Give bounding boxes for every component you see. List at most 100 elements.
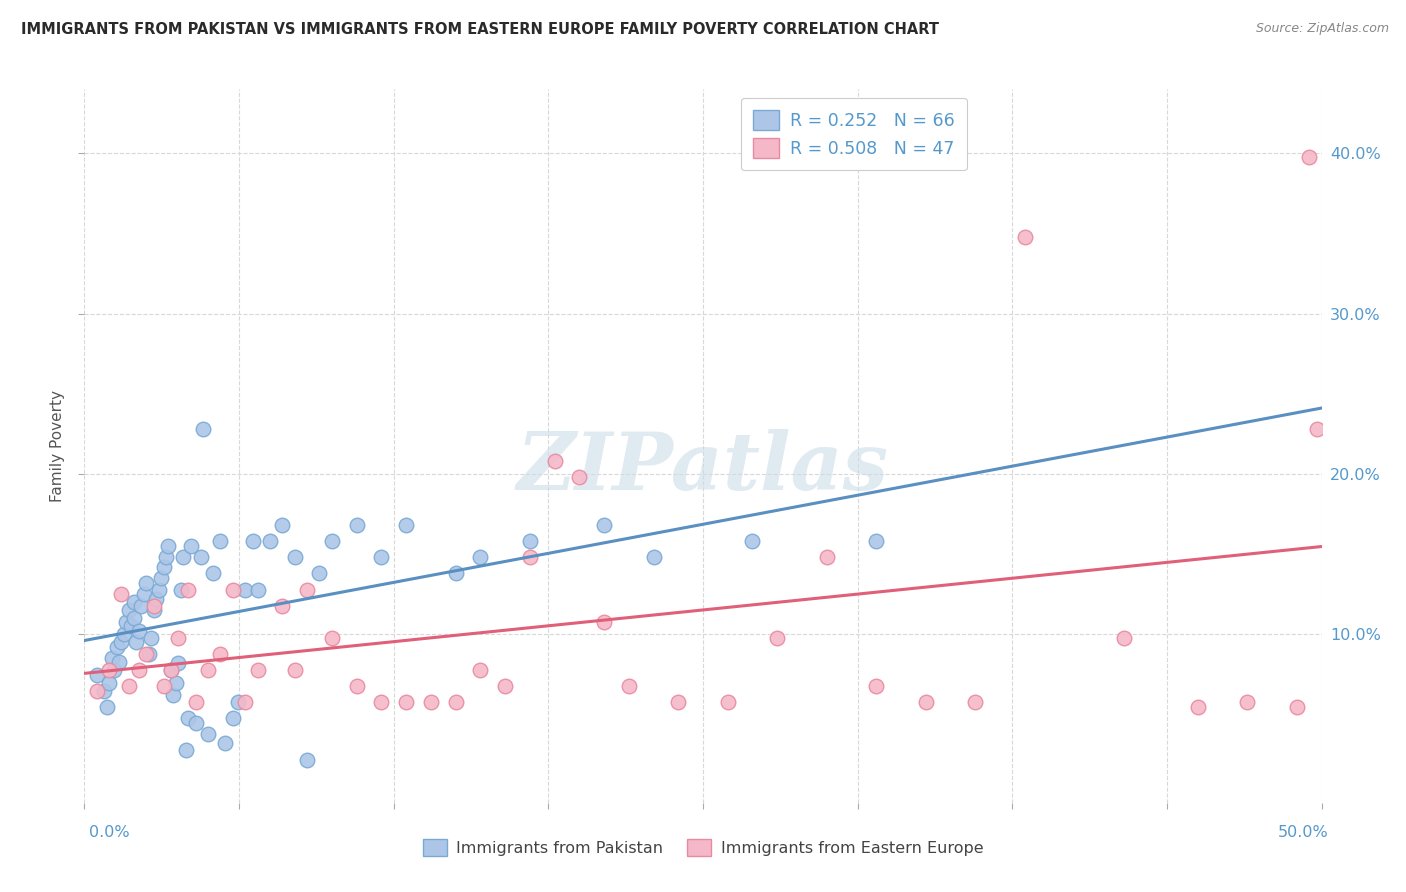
Point [1236,695,1258,709]
Point [284,550,307,565]
Point [470,550,492,565]
Point [444,566,467,581]
Text: 0.0%: 0.0% [89,825,129,840]
Point [177,711,200,725]
Point [118,679,141,693]
Point [202,566,225,581]
Point [233,695,256,709]
Point [395,695,418,709]
Point [209,534,232,549]
Point [157,539,180,553]
Point [132,587,155,601]
Point [142,599,165,613]
Text: 50.0%: 50.0% [1278,825,1329,840]
Point [145,592,167,607]
Point [174,743,197,757]
Point [965,695,987,709]
Text: Source: ZipAtlas.com: Source: ZipAtlas.com [1256,22,1389,36]
Point [519,550,541,565]
Point [271,518,294,533]
Point [593,518,616,533]
Point [284,663,307,677]
Point [135,576,157,591]
Point [93,683,115,698]
Point [160,663,183,677]
Point [108,655,131,669]
Point [271,599,294,613]
Point [643,550,665,565]
Y-axis label: Family Poverty: Family Poverty [51,390,65,502]
Point [226,695,249,709]
Point [129,599,152,613]
Point [321,631,343,645]
Point [617,679,640,693]
Point [141,631,163,645]
Point [321,534,343,549]
Point [242,534,264,549]
Point [214,736,236,750]
Point [165,675,187,690]
Point [86,683,108,698]
Point [543,454,565,468]
Point [167,631,190,645]
Point [295,582,318,597]
Point [568,470,591,484]
Point [86,667,108,681]
Point [172,550,194,565]
Point [741,534,763,549]
Point [191,422,214,436]
Point [865,534,887,549]
Point [128,624,150,639]
Point [112,627,135,641]
Point [197,727,219,741]
Point [233,582,256,597]
Point [177,582,200,597]
Point [1305,422,1327,436]
Point [120,619,142,633]
Point [246,582,269,597]
Point [122,595,145,609]
Point [142,603,165,617]
Point [150,571,173,585]
Point [1014,229,1036,244]
Point [370,695,392,709]
Point [766,631,789,645]
Point [155,550,177,565]
Point [1112,631,1135,645]
Point [184,715,207,730]
Point [1298,150,1320,164]
Point [105,640,128,655]
Point [152,560,174,574]
Point [138,647,160,661]
Point [110,587,132,601]
Point [135,647,157,661]
Text: ZIPatlas: ZIPatlas [517,429,889,506]
Point [308,566,330,581]
Point [170,582,193,597]
Point [167,657,190,671]
Point [197,663,219,677]
Point [118,603,141,617]
Point [209,647,232,661]
Point [148,582,170,597]
Text: IMMIGRANTS FROM PAKISTAN VS IMMIGRANTS FROM EASTERN EUROPE FAMILY POVERTY CORREL: IMMIGRANTS FROM PAKISTAN VS IMMIGRANTS F… [21,22,939,37]
Point [103,663,125,677]
Point [184,695,207,709]
Point [222,582,245,597]
Point [1285,699,1308,714]
Point [96,699,118,714]
Point [180,539,202,553]
Point [717,695,740,709]
Point [110,635,132,649]
Point [98,675,121,690]
Point [125,635,148,649]
Point [128,663,150,677]
Point [295,752,318,766]
Point [519,534,541,549]
Point [222,711,245,725]
Point [115,615,138,629]
Point [370,550,392,565]
Point [419,695,441,709]
Point [346,518,368,533]
Point [444,695,467,709]
